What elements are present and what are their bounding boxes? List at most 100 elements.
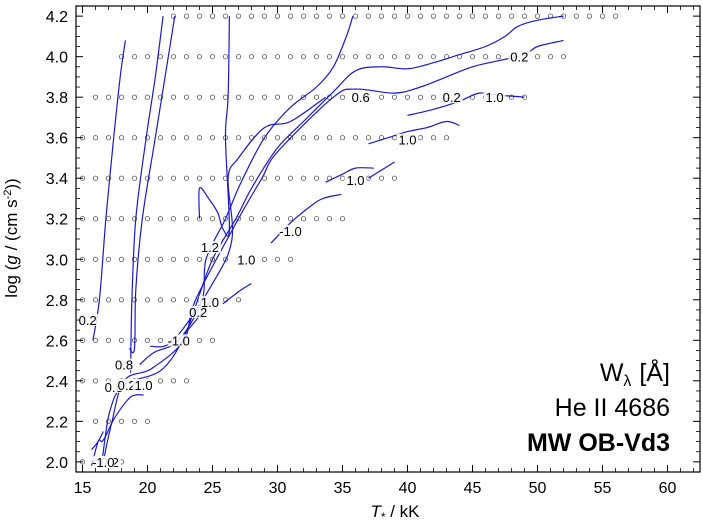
- grid-point: [157, 175, 164, 181]
- y-tick-label: 4.2: [46, 9, 68, 26]
- grid-point: [300, 175, 307, 181]
- contour-label: 0.8: [115, 358, 133, 373]
- grid-point: [508, 13, 515, 19]
- contour-label-bg: [132, 378, 155, 391]
- grid-point: [261, 94, 268, 100]
- contour-label-bg: [92, 455, 115, 468]
- grid-point: [235, 297, 242, 303]
- grid-point: [92, 256, 99, 262]
- x-tick-label: 30: [269, 480, 287, 497]
- grid-point: [235, 135, 242, 141]
- grid-point: [274, 94, 281, 100]
- x-tick-label: 45: [464, 480, 482, 497]
- contour-line: [368, 161, 395, 179]
- grid-point: [196, 135, 203, 141]
- x-tick-label: 60: [659, 480, 677, 497]
- x-tick-label: 15: [74, 480, 92, 497]
- contour-label: 0.2: [79, 313, 97, 328]
- grid-point: [443, 13, 450, 19]
- grid-point: [144, 297, 151, 303]
- contour-labels-layer: 0.2-1.00.60.21.00.8-1.00.21.00.21.21.0-1…: [76, 50, 531, 470]
- grid-point: [261, 256, 268, 262]
- grid-point: [170, 297, 177, 303]
- grid-point: [157, 256, 164, 262]
- contour-line: [368, 120, 460, 145]
- grid-point: [183, 135, 190, 141]
- grid-point: [469, 13, 476, 19]
- grid-point: [430, 135, 437, 141]
- grid-point: [183, 216, 190, 222]
- grid-point: [170, 378, 177, 384]
- contour-label: 1.0: [201, 295, 219, 310]
- contour-lines-layer: [91, 15, 564, 467]
- contour-label: 1.0: [135, 378, 153, 393]
- contour-label: 1.2: [201, 240, 219, 255]
- grid-point: [105, 256, 112, 262]
- grid-point: [183, 13, 190, 19]
- grid-point: [248, 216, 255, 222]
- grid-point: [118, 418, 125, 424]
- grid-point: [300, 94, 307, 100]
- grid-point: [157, 135, 164, 141]
- grid-point: [144, 216, 151, 222]
- x-tick-label: 55: [594, 480, 612, 497]
- grid-point: [118, 175, 125, 181]
- contour-label: 1.0: [398, 133, 416, 148]
- x-tick-label: 50: [529, 480, 547, 497]
- y-tick-label: 2.0: [46, 455, 68, 472]
- grid-point: [92, 175, 99, 181]
- grid-point: [365, 13, 372, 19]
- contour-line: [198, 16, 231, 237]
- grid-point: [287, 94, 294, 100]
- grid-point: [482, 13, 489, 19]
- grid-point: [92, 135, 99, 141]
- legend-box: Wλ [Å] He II 4686 MW OB-Vd3: [527, 357, 670, 457]
- contour-line: [130, 16, 164, 373]
- grid-point: [430, 94, 437, 100]
- grid-point: [157, 94, 164, 100]
- grid-point: [443, 135, 450, 141]
- grid-point: [170, 94, 177, 100]
- grid-point: [274, 175, 281, 181]
- grid-point: [157, 297, 164, 303]
- contour-line: [222, 283, 252, 305]
- y-tick-label: 3.2: [46, 212, 68, 229]
- legend-quantity: Wλ [Å]: [600, 357, 670, 390]
- contour-line: [102, 39, 564, 463]
- grid-point: [105, 135, 112, 141]
- grid-point: [300, 216, 307, 222]
- grid-point: [339, 216, 346, 222]
- grid-point: [352, 135, 359, 141]
- grid-point: [209, 216, 216, 222]
- contour-label: -1.0: [92, 455, 114, 470]
- contour-label: 0.2: [118, 378, 136, 393]
- contour-label: 1.0: [486, 90, 504, 105]
- grid-point: [378, 54, 385, 60]
- grid-point: [183, 256, 190, 262]
- grid-point: [261, 54, 268, 60]
- contour-label: 1.0: [346, 173, 364, 188]
- grid-point: [378, 94, 385, 100]
- grid-point: [118, 337, 125, 343]
- grid-point: [131, 135, 138, 141]
- contour-label-bg: [198, 241, 221, 254]
- grid-point: [131, 256, 138, 262]
- grid-point: [144, 337, 151, 343]
- grid-point: [482, 54, 489, 60]
- grid-point: [547, 54, 554, 60]
- grid-point: [378, 13, 385, 19]
- grid-point: [196, 256, 203, 262]
- grid-point: [326, 216, 333, 222]
- grid-point: [170, 13, 177, 19]
- grid-point: [105, 175, 112, 181]
- grid-point: [391, 13, 398, 19]
- contour-line: [128, 16, 176, 354]
- grid-point: [209, 54, 216, 60]
- grid-point: [105, 337, 112, 343]
- grid-point: [404, 94, 411, 100]
- grid-point: [131, 216, 138, 222]
- grid-point: [339, 54, 346, 60]
- contour-label: -1.0: [167, 333, 189, 348]
